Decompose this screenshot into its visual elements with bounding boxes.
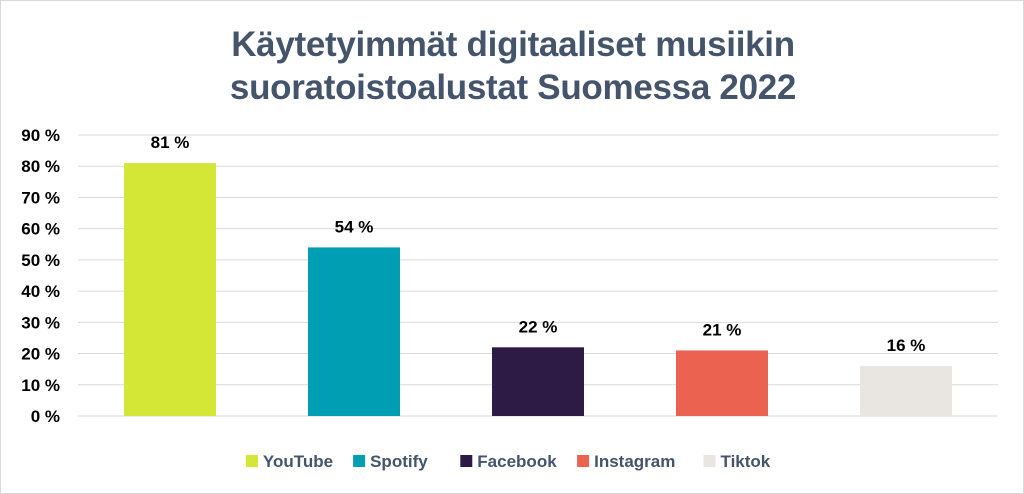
legend-swatch [460,455,473,467]
y-tick-label: 90 % [21,126,60,145]
bar-spotify [308,247,400,416]
data-label: 21 % [703,320,742,339]
bar-instagram [676,350,768,416]
chart-title: Käytetyimmät digitaaliset musiikin suora… [1,23,1024,109]
data-label: 54 % [335,217,374,236]
data-label: 81 % [151,133,190,152]
y-tick-label: 70 % [21,188,60,207]
bar-youtube [124,163,216,416]
y-tick-label: 20 % [21,345,60,364]
legend-label: Spotify [370,452,428,471]
legend-swatch [353,455,366,467]
bar-facebook [492,347,584,416]
bar-tiktok [860,366,952,416]
y-tick-label: 80 % [21,157,60,176]
legend-swatch [577,455,590,467]
legend-label: Tiktok [721,452,771,471]
y-tick-label: 0 % [31,407,60,426]
data-label: 22 % [519,317,558,336]
legend-label: Facebook [477,452,557,471]
legend-swatch [703,455,716,467]
y-tick-label: 30 % [21,313,60,332]
y-tick-label: 40 % [21,282,60,301]
y-tick-label: 50 % [21,251,60,270]
legend-label: Instagram [594,452,675,471]
chart-title-line-1: Käytetyimmät digitaaliset musiikin [231,25,795,64]
chart-title-line-2: suoratoistoalustat Suomessa 2022 [229,68,797,107]
legend-label: YouTube [263,452,333,471]
y-tick-label: 60 % [21,220,60,239]
legend-swatch [245,455,258,467]
data-label: 16 % [887,336,926,355]
y-tick-label: 10 % [21,376,60,395]
